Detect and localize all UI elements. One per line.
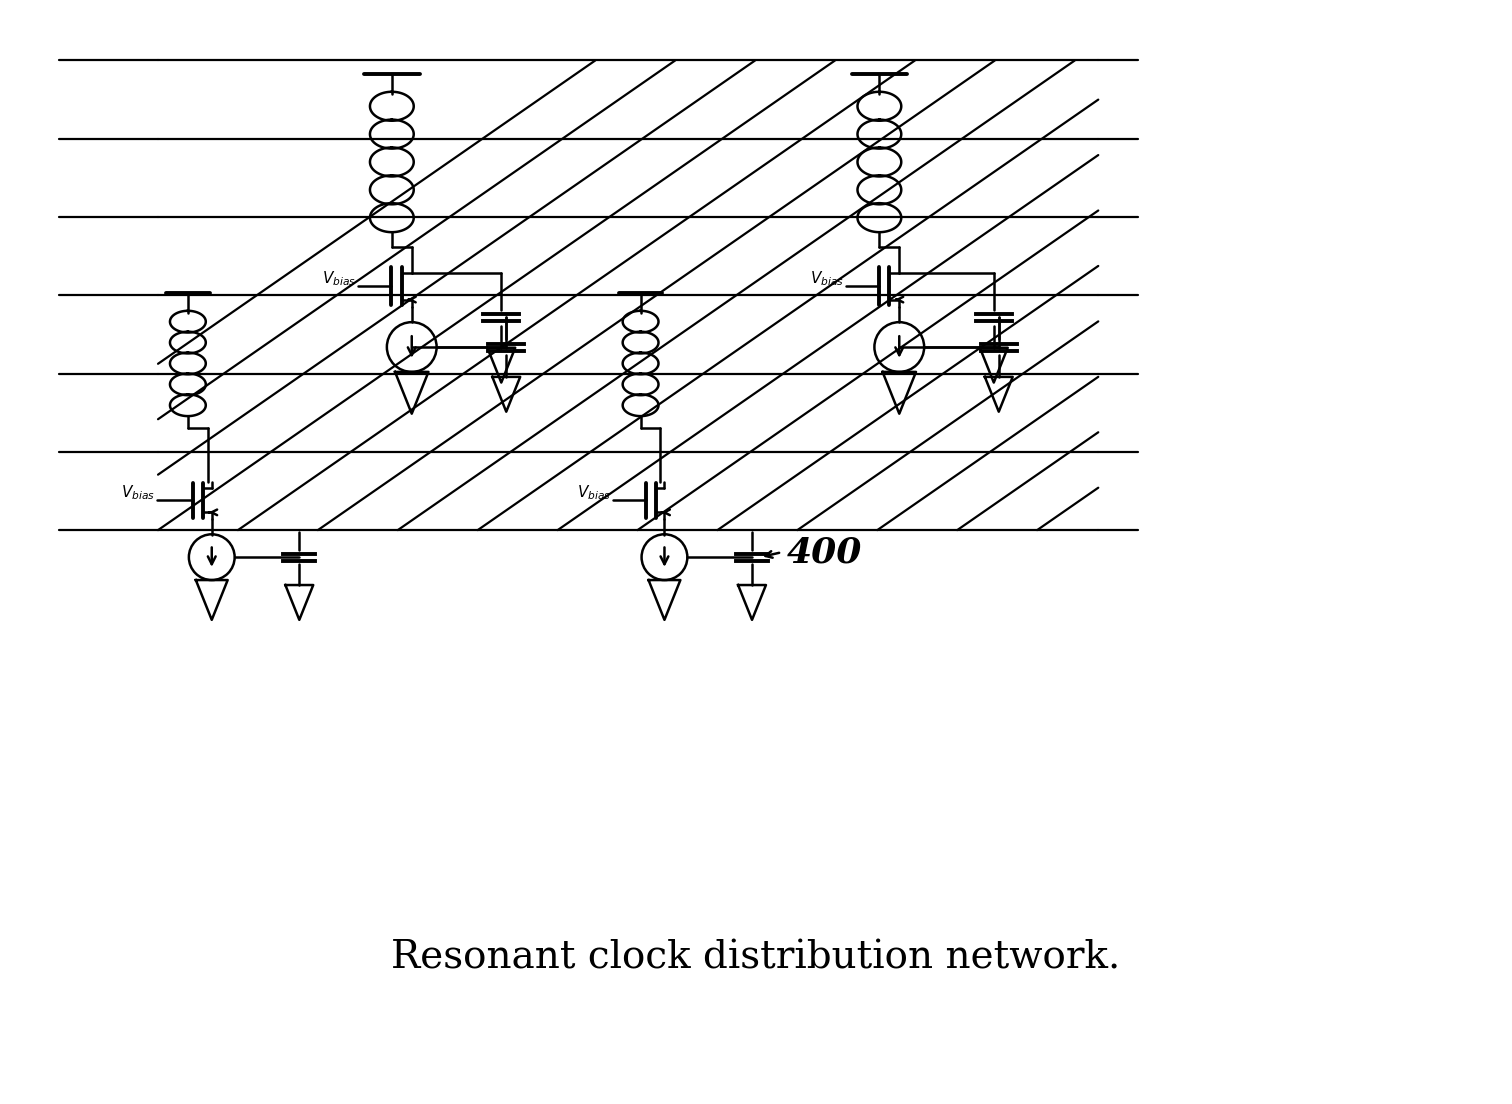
Text: 400: 400: [786, 535, 862, 570]
Text: Resonant clock distribution network.: Resonant clock distribution network.: [392, 940, 1120, 976]
Text: $V_{bias}$: $V_{bias}$: [322, 269, 357, 288]
Text: $V_{bias}$: $V_{bias}$: [121, 482, 156, 501]
Text: $V_{bias}$: $V_{bias}$: [810, 269, 844, 288]
Text: $V_{bias}$: $V_{bias}$: [578, 482, 611, 501]
